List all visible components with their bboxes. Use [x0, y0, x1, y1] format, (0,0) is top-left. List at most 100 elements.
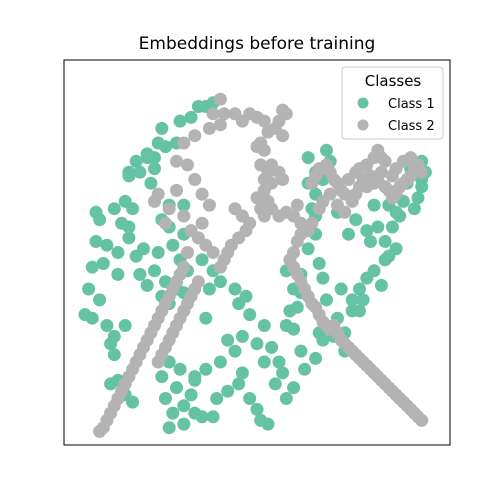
scatter-point: [250, 402, 264, 416]
scatter-point: [111, 246, 125, 259]
scatter-point: [206, 410, 220, 424]
scatter-point: [378, 235, 392, 248]
scatter-point: [298, 362, 312, 376]
scatter-point: [206, 107, 220, 121]
scatter-point: [177, 209, 191, 223]
scatter-point: [385, 220, 399, 234]
scatter-point: [202, 121, 216, 135]
scatter-point: [301, 151, 315, 165]
scatter-point: [367, 264, 381, 278]
scatter-point: [279, 107, 293, 121]
scatter-point: [129, 154, 143, 168]
chart-title: Embeddings before training: [138, 34, 376, 54]
scatter-point: [279, 392, 293, 405]
scatter-point: [353, 282, 366, 296]
scatter-point: [213, 275, 227, 289]
scatter-point: [195, 253, 209, 267]
scatter-point: [202, 198, 216, 212]
scatter-point: [104, 337, 118, 351]
scatter-point: [177, 417, 191, 431]
scatter-point: [356, 293, 370, 307]
scatter-point: [345, 293, 359, 307]
scatter-point: [195, 187, 209, 201]
scatter-point: [148, 151, 161, 165]
scatter-point: [367, 198, 381, 212]
scatter-point: [148, 264, 161, 278]
scatter-point: [107, 348, 121, 362]
scatter-point: [261, 417, 275, 431]
scatter-point: [415, 180, 429, 194]
scatter-point: [107, 202, 121, 216]
scatter-point: [342, 227, 355, 241]
scatter-point: [360, 224, 374, 238]
scatter-point: [137, 242, 150, 256]
scatter-point: [151, 136, 165, 150]
scatter-point: [415, 165, 429, 179]
scatter-point: [159, 216, 172, 230]
scatter-point: [188, 370, 202, 384]
scatter-point: [290, 235, 304, 248]
legend-label-class-1: Class 1: [388, 97, 435, 112]
scatter-point: [243, 392, 257, 405]
scatter-point: [228, 344, 242, 358]
scatter-point: [276, 173, 290, 186]
scatter-point: [312, 202, 326, 216]
scatter-point: [374, 165, 388, 179]
legend-title: Classes: [365, 72, 422, 90]
scatter-point: [345, 194, 359, 208]
scatter-point: [85, 260, 99, 274]
scatter-point: [250, 140, 264, 154]
scatter-point: [265, 340, 279, 354]
scatter-point: [334, 282, 348, 296]
scatter-point: [364, 235, 377, 248]
scatter-point: [287, 381, 301, 395]
scatter-point: [166, 406, 180, 420]
legend-marker-class-1: [357, 97, 369, 109]
legend-marker-class-2: [357, 119, 369, 131]
scatter-point: [118, 319, 132, 332]
scatter-point: [188, 173, 202, 186]
scatter-point: [221, 384, 235, 398]
scatter-point: [290, 198, 304, 212]
scatter-point: [191, 100, 205, 113]
scatter-point: [184, 224, 198, 238]
legend-label-class-2: Class 2: [388, 119, 435, 134]
scatter-point: [202, 282, 216, 296]
scatter-point: [213, 118, 227, 132]
scatter-point: [89, 205, 103, 219]
points-layer: [78, 92, 432, 438]
scatter-point: [166, 238, 180, 252]
scatter-point: [195, 410, 209, 424]
scatter-point: [133, 267, 147, 281]
scatter-point: [170, 154, 183, 168]
scatter-point: [181, 246, 194, 259]
scatter-point: [140, 278, 154, 292]
scatter-point: [126, 202, 140, 216]
scatter-point: [181, 158, 194, 172]
scatter-point: [415, 413, 429, 427]
scatter-point: [389, 242, 403, 256]
scatter-point: [276, 129, 290, 143]
scatter-point: [170, 381, 183, 395]
scatter-point: [250, 337, 264, 351]
scatter-point: [82, 282, 96, 296]
scatter-point: [257, 319, 271, 332]
scatter-point: [199, 311, 213, 325]
scatter-point: [100, 319, 114, 332]
scatter-point: [385, 169, 399, 183]
legend-box: [341, 66, 444, 140]
scatter-point: [184, 388, 198, 402]
scatter-point: [257, 114, 271, 128]
scatter-point: [301, 242, 315, 256]
scatter-point: [173, 114, 187, 128]
scatter-point: [93, 293, 107, 307]
scatter-point: [411, 191, 425, 205]
scatter-point: [195, 216, 209, 230]
scatter-point: [316, 271, 330, 285]
scatter-point: [199, 362, 213, 376]
scatter-point: [173, 362, 187, 376]
scatter-point: [122, 220, 136, 234]
scatter-point: [122, 231, 136, 245]
scatter-point: [312, 257, 326, 270]
scatter-point: [151, 355, 165, 369]
